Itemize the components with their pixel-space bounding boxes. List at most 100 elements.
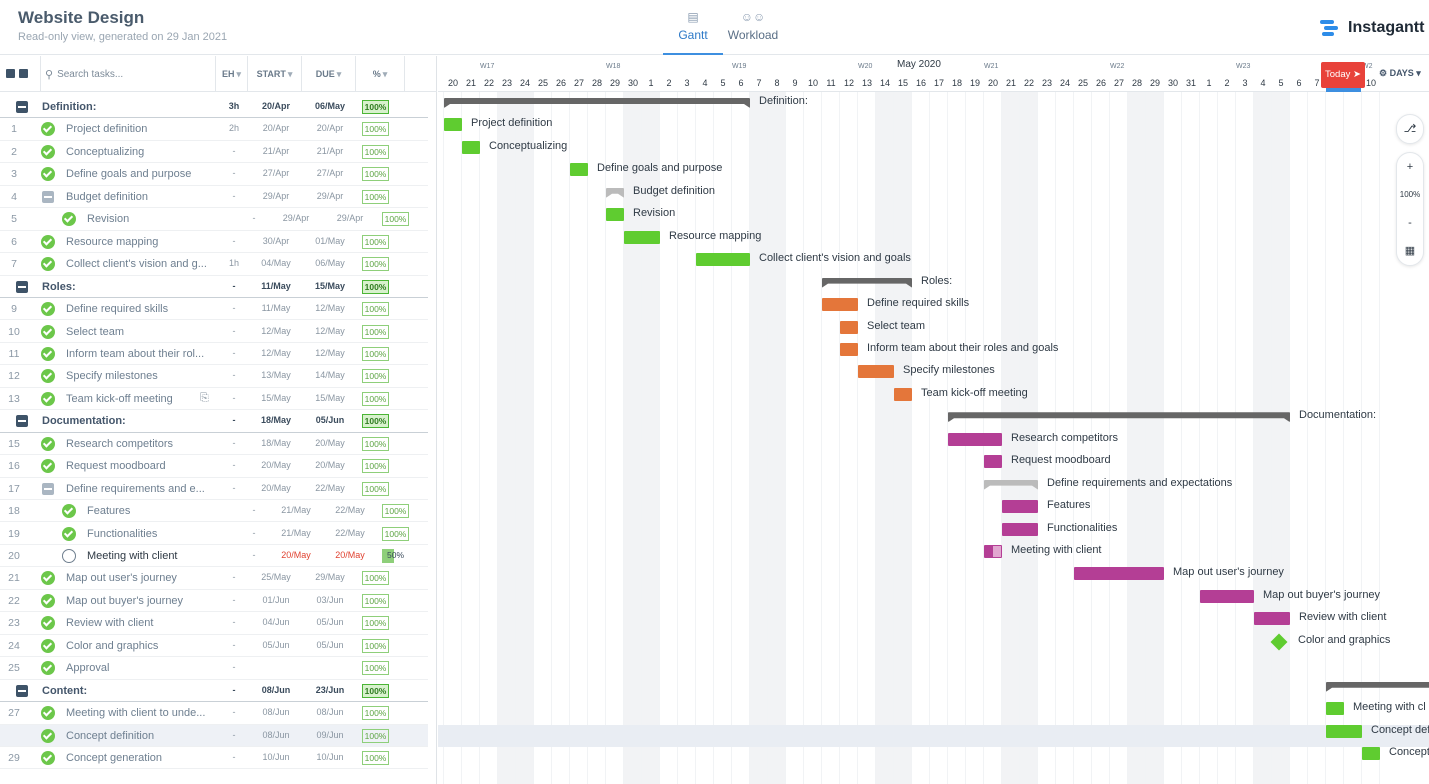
complete-check-icon[interactable] bbox=[41, 391, 55, 406]
col-due-header[interactable]: DUE ▾ bbox=[302, 56, 356, 92]
task-row[interactable]: 2 Conceptualizing - 21/Apr 21/Apr 100% bbox=[0, 141, 428, 164]
summary-bar[interactable] bbox=[984, 480, 1038, 490]
task-bar[interactable] bbox=[1254, 612, 1290, 626]
complete-check-icon[interactable] bbox=[62, 526, 76, 541]
task-bar[interactable] bbox=[1002, 522, 1038, 536]
task-bar[interactable] bbox=[1362, 747, 1380, 761]
summary-bar[interactable] bbox=[948, 412, 1290, 422]
complete-check-icon[interactable] bbox=[41, 728, 55, 743]
task-row[interactable]: 25 Approval - 100% bbox=[0, 657, 428, 680]
map-icon[interactable]: ▦ bbox=[1404, 245, 1416, 257]
task-bar[interactable] bbox=[984, 455, 1002, 469]
task-row[interactable]: 29 Concept generation - 10/Jun 10/Jun 100% bbox=[0, 747, 428, 770]
complete-check-icon[interactable] bbox=[62, 549, 76, 563]
complete-check-icon[interactable] bbox=[41, 122, 55, 137]
complete-check-icon[interactable] bbox=[41, 751, 55, 766]
task-bar[interactable] bbox=[606, 208, 624, 222]
collapse-group-icon[interactable] bbox=[16, 415, 28, 428]
task-row[interactable]: 12 Specify milestones - 13/May 14/May 100% bbox=[0, 365, 428, 388]
task-bar[interactable] bbox=[840, 320, 858, 334]
task-row[interactable]: 6 Resource mapping - 30/Apr 01/May 100% bbox=[0, 231, 428, 254]
collapse-subtask-icon[interactable] bbox=[42, 482, 54, 495]
collapse-subtask-icon[interactable] bbox=[42, 190, 54, 203]
task-row[interactable]: 15 Research competitors - 18/May 20/May 100% bbox=[0, 433, 428, 456]
task-bar[interactable] bbox=[858, 365, 894, 379]
task-row[interactable]: 7 Collect client's vision and g... 1h 04/Ma… bbox=[0, 253, 428, 276]
task-bar[interactable] bbox=[1074, 567, 1164, 581]
summary-bar[interactable] bbox=[822, 278, 912, 288]
task-bar[interactable] bbox=[624, 230, 660, 244]
task-bar[interactable] bbox=[1326, 724, 1362, 738]
task-bar[interactable] bbox=[984, 545, 1002, 558]
task-row[interactable]: 11 Inform team about their rol... - 12/May 1… bbox=[0, 343, 428, 366]
tab-gantt[interactable]: ▤ Gantt bbox=[663, 10, 723, 55]
task-row[interactable]: 21 Map out user's journey - 25/May 29/May 100… bbox=[0, 567, 428, 590]
task-bar[interactable] bbox=[1002, 500, 1038, 514]
complete-check-icon[interactable] bbox=[41, 459, 55, 474]
task-row[interactable]: 10 Select team - 12/May 12/May 100% bbox=[0, 321, 428, 343]
complete-check-icon[interactable] bbox=[41, 436, 55, 451]
summary-bar[interactable] bbox=[1326, 682, 1429, 692]
task-bar[interactable] bbox=[570, 163, 588, 177]
task-row[interactable]: 16 Request moodboard - 20/May 20/May 100% bbox=[0, 455, 428, 478]
collapse-all-icon[interactable] bbox=[19, 69, 28, 78]
zoom-out-button[interactable]: - bbox=[1408, 217, 1412, 229]
task-row[interactable]: 9 Define required skills - 11/May 12/May 100% bbox=[0, 298, 428, 321]
task-bar[interactable] bbox=[462, 140, 480, 154]
task-row[interactable]: 3 Define goals and purpose - 27/Apr 27/Apr 10… bbox=[0, 163, 428, 186]
complete-check-icon[interactable] bbox=[62, 504, 76, 519]
task-row[interactable]: 13 Team kick-off meeting ⎘ - 15/May 15/May 100… bbox=[0, 388, 428, 411]
summary-bar[interactable] bbox=[444, 98, 750, 108]
complete-check-icon[interactable] bbox=[41, 593, 55, 608]
task-bar[interactable] bbox=[894, 387, 912, 401]
attachment-icon[interactable]: ⎘ bbox=[200, 391, 209, 404]
complete-check-icon[interactable] bbox=[41, 346, 55, 361]
task-row[interactable]: 20 Meeting with client - 20/May 20/May 50% bbox=[0, 545, 428, 568]
complete-check-icon[interactable] bbox=[41, 638, 55, 653]
complete-check-icon[interactable] bbox=[41, 369, 55, 384]
group-row[interactable]: Content: - 08/Jun 23/Jun 100% bbox=[0, 680, 428, 703]
expand-all-icon[interactable] bbox=[6, 69, 15, 78]
task-row[interactable]: 1 Project definition 2h 20/Apr 20/Apr 100% bbox=[0, 118, 428, 141]
task-row[interactable]: 19 Functionalities - 21/May 22/May 100% bbox=[0, 523, 428, 545]
task-bar[interactable] bbox=[1200, 589, 1254, 603]
task-row[interactable]: 5 Revision - 29/Apr 29/Apr 100% bbox=[0, 208, 428, 231]
collapse-group-icon[interactable] bbox=[16, 280, 28, 293]
task-row[interactable]: Concept definition - 08/Jun 09/Jun 100% bbox=[0, 724, 428, 747]
col-start-header[interactable]: START ▾ bbox=[248, 56, 302, 92]
milestone-marker[interactable] bbox=[1270, 633, 1288, 651]
task-bar[interactable] bbox=[822, 298, 858, 312]
complete-check-icon[interactable] bbox=[41, 257, 55, 272]
task-row[interactable]: 23 Review with client - 04/Jun 05/Jun 100% bbox=[0, 612, 428, 635]
task-bar[interactable] bbox=[948, 432, 1002, 446]
search-box[interactable]: ⚲ Search tasks... bbox=[40, 56, 216, 92]
complete-check-icon[interactable] bbox=[41, 661, 55, 676]
task-bar[interactable] bbox=[696, 253, 750, 267]
complete-check-icon[interactable] bbox=[41, 234, 55, 249]
task-row[interactable]: 27 Meeting with client to unde... - 08/Jun 0… bbox=[0, 702, 428, 725]
task-bar[interactable] bbox=[840, 342, 858, 356]
complete-check-icon[interactable] bbox=[41, 571, 55, 586]
col-eh-header[interactable]: EH ▾ bbox=[216, 56, 248, 92]
zoom-in-button[interactable]: + bbox=[1406, 161, 1414, 173]
tab-workload[interactable]: ☺☺ Workload bbox=[723, 10, 783, 42]
collapse-group-icon[interactable] bbox=[16, 684, 28, 697]
group-row[interactable]: Roles: - 11/May 15/May 100% bbox=[0, 276, 428, 298]
complete-check-icon[interactable] bbox=[41, 706, 55, 721]
task-row[interactable]: 18 Features - 21/May 22/May 100% bbox=[0, 500, 428, 523]
task-bar[interactable] bbox=[1326, 702, 1344, 716]
col-pct-header[interactable]: % ▾ bbox=[356, 56, 405, 92]
task-row[interactable]: 22 Map out buyer's journey - 01/Jun 03/Jun 10… bbox=[0, 590, 428, 613]
task-row[interactable]: 24 Color and graphics - 05/Jun 05/Jun 100% bbox=[0, 635, 428, 658]
summary-bar[interactable] bbox=[606, 188, 624, 198]
today-button[interactable]: Today ➤ bbox=[1321, 62, 1365, 88]
complete-check-icon[interactable] bbox=[41, 302, 55, 317]
complete-check-icon[interactable] bbox=[62, 212, 76, 227]
task-bar[interactable] bbox=[444, 118, 462, 132]
collapse-group-icon[interactable] bbox=[16, 101, 28, 113]
search-input[interactable]: Search tasks... bbox=[57, 68, 124, 80]
group-row[interactable]: Documentation: - 18/May 05/Jun 100% bbox=[0, 410, 428, 433]
complete-check-icon[interactable] bbox=[41, 144, 55, 159]
branch-icon[interactable]: ⎇ bbox=[1403, 123, 1417, 135]
days-scale-dropdown[interactable]: ⚙ DAYS ▾ bbox=[1379, 68, 1421, 78]
